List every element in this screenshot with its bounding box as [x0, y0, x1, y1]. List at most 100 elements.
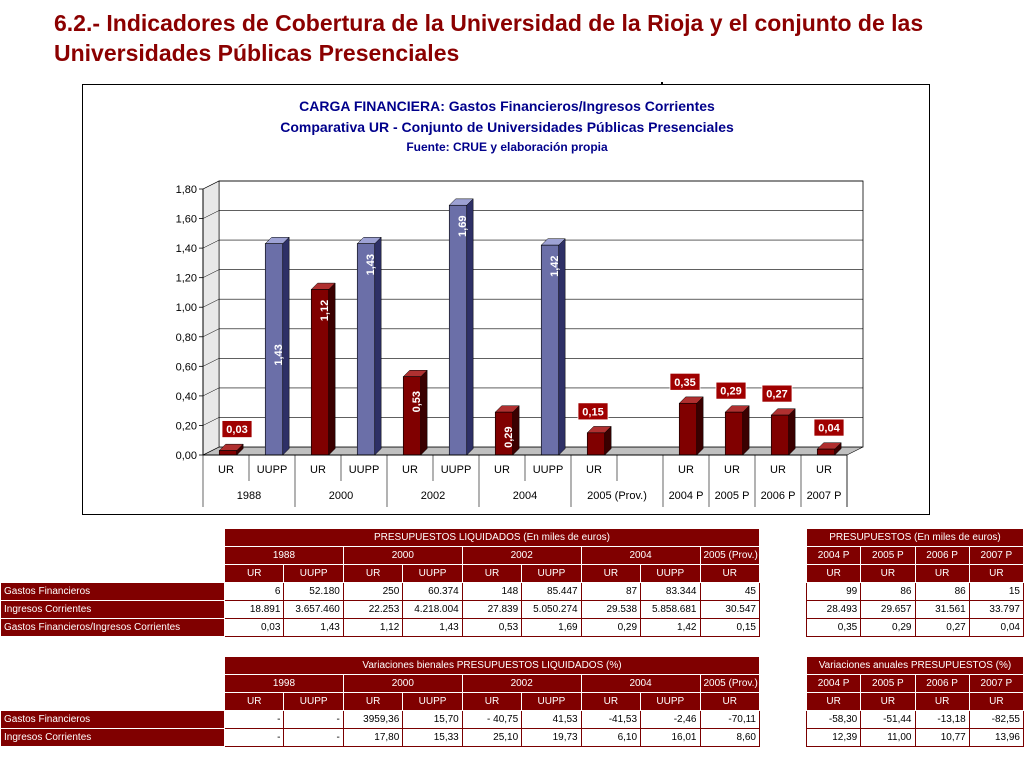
- table-caption: Variaciones anuales PRESUPUESTOS (%): [806, 656, 1024, 675]
- table-cell: 16,01: [640, 728, 701, 747]
- table-row: Gastos Financieros - -3959,36 15,70- 40,75 4…: [0, 710, 760, 729]
- year-header: 1988: [224, 546, 344, 565]
- column-header: UR: [461, 564, 523, 583]
- chart-subtitle: Comparativa UR - Conjunto de Universidad…: [280, 119, 734, 135]
- row-label: Gastos Financieros: [0, 710, 225, 729]
- column-header: UR: [461, 692, 523, 711]
- bar-ur-2005Prov: [586, 432, 606, 456]
- table-cell: 0,27: [914, 618, 970, 637]
- year-header: 2006 P: [914, 674, 970, 693]
- table-cell: -: [223, 728, 285, 747]
- data-label: 0,15: [582, 406, 603, 418]
- table-cell: 28.493: [805, 600, 862, 619]
- table-variaciones-anuales: Variaciones anuales PRESUPUESTOS (%) 200…: [805, 656, 1024, 747]
- y-tick-label: 0,60: [176, 361, 197, 373]
- table-cell: -41,53: [580, 710, 642, 729]
- year-header: 2002: [461, 674, 582, 693]
- table-cell: 1,12: [342, 618, 404, 637]
- x-group-label: 2006 P: [761, 490, 796, 502]
- column-header: UUPP: [402, 564, 463, 583]
- table-cell: 0,29: [580, 618, 642, 637]
- gridline-diagonal: [202, 387, 220, 397]
- gridline-diagonal: [202, 298, 220, 308]
- year-header: 2007 P: [968, 546, 1024, 565]
- column-header: UUPP: [521, 564, 582, 583]
- x-group-label: 2000: [329, 490, 353, 502]
- table-row: -58,30 -51,44 -13,18 -82,55: [805, 710, 1024, 729]
- table-cell: 0,29: [860, 618, 916, 637]
- data-label: 1,12: [319, 300, 331, 321]
- gridline-diagonal: [202, 239, 220, 249]
- column-header: UR: [223, 692, 285, 711]
- bar-ur-1988: [218, 450, 238, 456]
- data-label: 0,03: [226, 424, 247, 436]
- year-header: 2005 P: [860, 674, 916, 693]
- table-cell: 86: [860, 582, 916, 601]
- data-label: 1,43: [273, 344, 285, 365]
- table-cell: 11,00: [860, 728, 916, 747]
- table-presupuestos-liquidados: PRESUPUESTOS LIQUIDADOS (En miles de eur…: [0, 528, 760, 637]
- table-cell: 0,04: [968, 618, 1024, 637]
- table-cell: 87: [580, 582, 642, 601]
- table-cell: 60.374: [402, 582, 463, 601]
- table-cell: 1,43: [283, 618, 344, 637]
- table-cell: 52.180: [283, 582, 344, 601]
- column-header: UR: [699, 692, 760, 711]
- table-cell: -58,30: [805, 710, 862, 729]
- x-category-label: UR: [402, 464, 418, 476]
- table-cell: -70,11: [699, 710, 760, 729]
- y-tick-label: 1,20: [176, 273, 197, 285]
- year-header: 2004: [580, 546, 701, 565]
- y-tick-label: 1,80: [176, 184, 197, 196]
- chart-side-wall: [202, 180, 220, 456]
- table-cell: 33.797: [968, 600, 1024, 619]
- column-header: UR: [860, 564, 916, 583]
- table-cell: 22.253: [342, 600, 404, 619]
- year-header: 2007 P: [968, 674, 1024, 693]
- table-cell: 41,53: [521, 710, 582, 729]
- data-label: 1,43: [365, 254, 377, 275]
- table-cell: 5.050.274: [521, 600, 582, 619]
- data-label: 0,29: [503, 426, 515, 447]
- table-cell: 25,10: [461, 728, 523, 747]
- table-cell: 1,43: [402, 618, 463, 637]
- data-label-box: [761, 384, 793, 403]
- x-group-label: 2002: [421, 490, 445, 502]
- column-header: UR: [914, 692, 970, 711]
- table-row: Gastos Financieros 6 52.180 250 60.374 148 85.…: [0, 582, 760, 601]
- page-title: 6.2.- Indicadores de Cobertura de la Uni…: [54, 10, 924, 66]
- table-cell: 19,73: [521, 728, 582, 747]
- plot-area: 0,00 0,20 0,40 0,60 0,80 1,00 1,20 1,40 1,60 1,80…: [176, 180, 864, 507]
- column-header: UR: [580, 692, 642, 711]
- column-header: UR: [860, 692, 916, 711]
- bar-side: [696, 396, 704, 456]
- x-category-label: UUPP: [257, 464, 288, 476]
- y-tick-label: 1,40: [176, 243, 197, 255]
- x-category-label: UR: [310, 464, 326, 476]
- year-header: 2000: [342, 546, 463, 565]
- x-category-label: UR: [678, 464, 694, 476]
- table-row: 99 86 86 15: [805, 582, 1024, 601]
- table-cell: 6,10: [580, 728, 642, 747]
- x-group-label: 2004: [513, 490, 537, 502]
- gridline-diagonal: [202, 446, 220, 456]
- bar-ur-2005P: [724, 411, 744, 456]
- data-label-box: [715, 381, 747, 400]
- column-header: UR: [342, 692, 404, 711]
- column-header: UR: [699, 564, 760, 583]
- chart-floor: [202, 446, 864, 456]
- table-cell: 29.538: [580, 600, 642, 619]
- table-caption: PRESUPUESTOS (En miles de euros): [806, 528, 1024, 547]
- bar-side: [742, 405, 750, 456]
- table-row: Ingresos Corrientes 18.891 3.657.460 22.253…: [0, 600, 760, 619]
- column-header: UUPP: [640, 692, 701, 711]
- table-cell: -51,44: [860, 710, 916, 729]
- column-header: UR: [580, 564, 642, 583]
- table-cell: 85.447: [521, 582, 582, 601]
- year-header: 2006 P: [914, 546, 970, 565]
- chart-source: Fuente: CRUE y elaboración propia: [406, 140, 608, 154]
- bar-side: [788, 408, 796, 456]
- y-tick-label: 0,40: [176, 391, 197, 403]
- x-category-label: UUPP: [441, 464, 472, 476]
